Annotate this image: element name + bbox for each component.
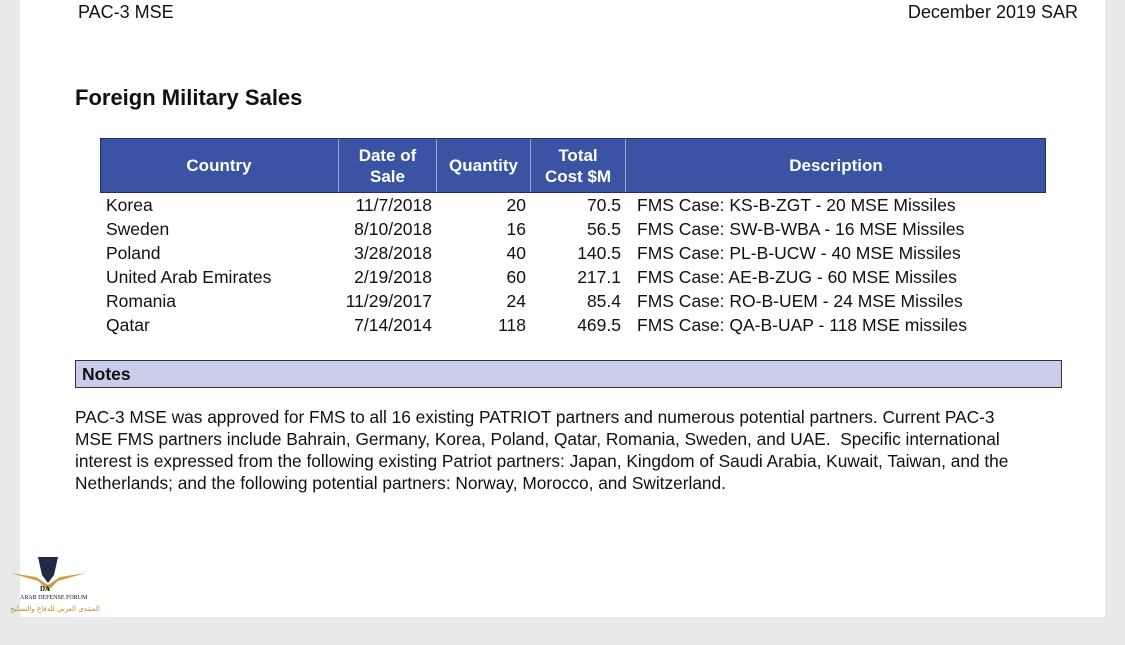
table-cell: FMS Case: RO-B-UEM - 24 MSE Missiles (637, 291, 963, 311)
table-cell: 20 (506, 195, 526, 215)
column-header: Description (625, 139, 1046, 192)
table-cell: Qatar (106, 315, 150, 335)
table-cell: 217.1 (577, 267, 621, 287)
notes-bar: Notes (75, 360, 1062, 388)
watermark-emblem (10, 557, 86, 591)
table-cell: 469.5 (577, 315, 621, 335)
table-cell: FMS Case: QA-B-UAP - 118 MSE missiles (637, 315, 967, 335)
table-header: Country Date of Sale Quantity Total Cost $M… (100, 138, 1046, 193)
watermark-name: ARAB DEFENSE FORUM (20, 595, 88, 601)
table-cell: Korea (106, 195, 153, 215)
header-right: December 2019 SAR (907, 2, 1078, 22)
column-header: Country (186, 156, 252, 175)
header-left: PAC-3 MSE (78, 2, 174, 22)
column-header: Quantity (436, 139, 530, 192)
table-cell: 2/19/2018 (354, 267, 432, 287)
notes-line: Netherlands; and the following potential… (75, 473, 726, 493)
notes-line: MSE FMS partners include Bahrain, German… (75, 429, 1000, 449)
table-cell: Sweden (106, 219, 170, 239)
table-cell: FMS Case: SW-B-WBA - 16 MSE Missiles (637, 219, 965, 239)
screen: PAC-3 MSE December 2019 SAR Foreign Mili… (8, 0, 1105, 617)
table-cell: 118 (498, 315, 526, 335)
table-cell: 11/7/2018 (355, 195, 432, 215)
table-cell: FMS Case: KS-B-ZGT - 20 MSE Missiles (637, 195, 956, 215)
table-cell: 3/28/2018 (354, 243, 432, 263)
column-header: Date of Sale (338, 139, 436, 192)
table-cell: 85.4 (586, 291, 621, 311)
table-cell: Romania (106, 291, 177, 311)
section-title: Foreign Military Sales (75, 85, 303, 110)
table-cell: 7/14/2014 (354, 315, 432, 335)
table-cell: 16 (506, 219, 526, 239)
watermark: DA ARAB DEFENSE FORUM المنتدى العربي للد… (8, 555, 100, 617)
document-page: PAC-3 MSE December 2019 SAR Foreign Mili… (20, 0, 1105, 617)
table-cell: 70.5 (586, 195, 621, 215)
table-cell: FMS Case: PL-B-UCW - 40 MSE Missiles (637, 243, 961, 263)
table-cell: FMS Case: AE-B-ZUG - 60 MSE Missiles (637, 267, 957, 287)
table-cell: 24 (506, 291, 526, 311)
column-header: Total Cost $M (530, 139, 625, 192)
notes-heading: Notes (82, 364, 131, 384)
notes-line: interest is expressed from the following… (75, 451, 1009, 471)
table-cell: 8/10/2018 (354, 219, 432, 239)
table-cell: 140.5 (577, 243, 621, 263)
watermark-arabic: المنتدى العربي للدفاع والتسليح (10, 605, 100, 613)
table-cell: 56.5 (586, 219, 621, 239)
table-cell: Poland (106, 243, 161, 263)
table-cell: 40 (506, 243, 526, 263)
notes-line: PAC-3 MSE was approved for FMS to all 16… (75, 407, 995, 427)
watermark-logo: DA (40, 585, 51, 593)
table-cell: 11/29/2017 (345, 291, 432, 311)
table-cell: 60 (506, 267, 526, 287)
table-cell: United Arab Emirates (106, 267, 272, 287)
